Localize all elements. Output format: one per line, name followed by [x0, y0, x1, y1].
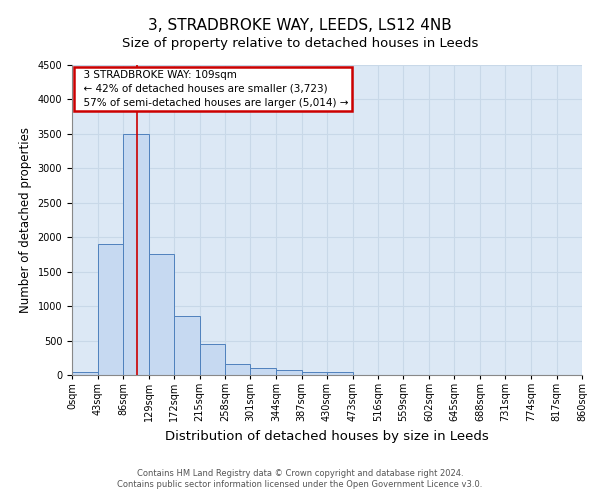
Bar [97, 244, 123, 375]
Bar [225, 364, 251, 375]
Bar [199, 344, 225, 375]
Bar [123, 134, 149, 375]
Bar [327, 372, 353, 375]
Bar [72, 372, 97, 375]
Bar [149, 254, 174, 375]
Bar [251, 368, 276, 375]
Bar [302, 372, 327, 375]
X-axis label: Distribution of detached houses by size in Leeds: Distribution of detached houses by size … [165, 430, 489, 442]
Text: Size of property relative to detached houses in Leeds: Size of property relative to detached ho… [122, 38, 478, 51]
Text: Contains HM Land Registry data © Crown copyright and database right 2024.: Contains HM Land Registry data © Crown c… [137, 468, 463, 477]
Bar [174, 316, 199, 375]
Text: 3 STRADBROKE WAY: 109sqm
  ← 42% of detached houses are smaller (3,723)
  57% of: 3 STRADBROKE WAY: 109sqm ← 42% of detach… [77, 70, 349, 108]
Bar [276, 370, 302, 375]
Text: Contains public sector information licensed under the Open Government Licence v3: Contains public sector information licen… [118, 480, 482, 489]
Y-axis label: Number of detached properties: Number of detached properties [19, 127, 32, 313]
Text: 3, STRADBROKE WAY, LEEDS, LS12 4NB: 3, STRADBROKE WAY, LEEDS, LS12 4NB [148, 18, 452, 32]
